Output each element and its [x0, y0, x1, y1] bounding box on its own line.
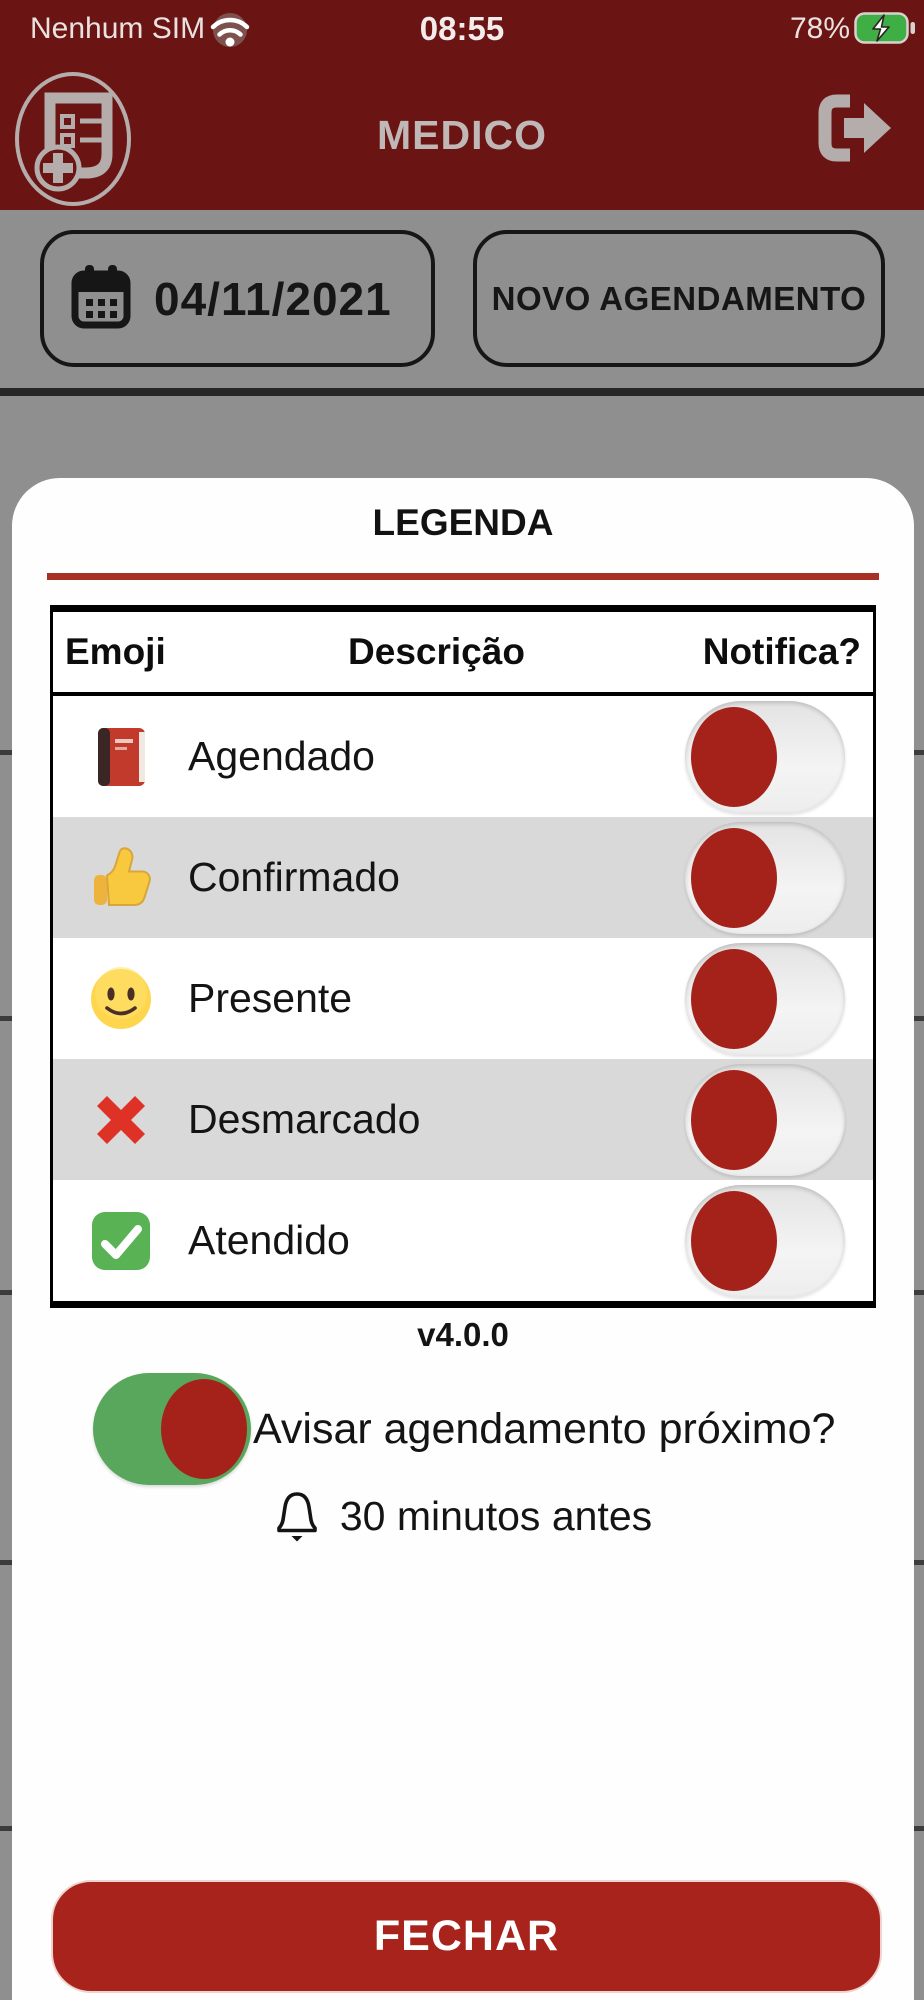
- notify-upcoming-toggle[interactable]: [93, 1373, 251, 1485]
- legend-table: Emoji Descrição Notifica? Agendado: [50, 605, 876, 1308]
- battery-charging-icon: [854, 12, 916, 49]
- row-label: Agendado: [188, 733, 375, 779]
- column-header-descricao: Descrição: [348, 631, 525, 672]
- toolbar-divider: [0, 388, 924, 396]
- row-label: Confirmado: [188, 854, 400, 900]
- notify-upcoming-row: Avisar agendamento próximo?: [93, 1373, 835, 1485]
- reminder-label: 30 minutos antes: [339, 1493, 653, 1539]
- toggle-knob: [691, 1069, 777, 1170]
- calendar-icon: [70, 264, 132, 333]
- time-label: 08:55: [419, 10, 505, 47]
- logout-icon: [810, 94, 894, 177]
- version-label: v4.0.0: [417, 1316, 509, 1353]
- new-appointment-button[interactable]: NOVO AGENDAMENTO: [473, 230, 885, 367]
- carrier-label: Nenhum SIM: [30, 12, 206, 45]
- table-row-confirmado: Confirmado: [53, 817, 873, 938]
- page-title: MEDICO: [377, 112, 547, 158]
- row-label: Atendido: [188, 1217, 350, 1263]
- toggle-knob: [691, 1190, 777, 1291]
- toggle-knob: [691, 948, 777, 1049]
- selected-date-label: 04/11/2021: [154, 272, 392, 325]
- column-header-emoji: Emoji: [65, 631, 166, 672]
- notify-upcoming-label: Avisar agendamento próximo?: [253, 1404, 836, 1453]
- notify-toggle-atendido[interactable]: [685, 1184, 845, 1297]
- check-emoji-icon: [53, 1205, 188, 1277]
- row-label: Presente: [188, 975, 353, 1021]
- title-divider: [47, 573, 879, 580]
- logout-button[interactable]: [806, 92, 898, 176]
- cross-emoji-icon: [53, 1082, 188, 1158]
- bell-icon: [274, 1486, 320, 1547]
- reminder-row: 30 minutos antes: [12, 1486, 914, 1547]
- red-book-emoji-icon: [53, 721, 188, 793]
- notify-toggle-desmarcado[interactable]: [685, 1063, 845, 1176]
- legend-table-header: Emoji Descrição Notifica?: [53, 612, 873, 696]
- close-button[interactable]: FECHAR: [51, 1880, 882, 1993]
- column-header-notifica: Notifica?: [702, 631, 861, 672]
- table-row-presente: Presente: [53, 938, 873, 1059]
- notify-toggle-confirmado[interactable]: [685, 821, 845, 934]
- wifi-icon: [206, 12, 254, 57]
- notify-toggle-agendado[interactable]: [685, 700, 845, 813]
- app-logo-icon: [10, 68, 138, 213]
- modal-title: LEGENDA: [372, 502, 554, 543]
- row-label: Desmarcado: [188, 1096, 421, 1142]
- toggle-knob: [161, 1379, 247, 1479]
- smiley-emoji-icon: [53, 963, 188, 1035]
- table-row-atendido: Atendido: [53, 1180, 873, 1301]
- table-row-desmarcado: Desmarcado: [53, 1059, 873, 1180]
- date-picker-button[interactable]: 04/11/2021: [40, 230, 435, 367]
- table-row-agendado: Agendado: [53, 696, 873, 817]
- thumbs-up-emoji-icon: [53, 841, 188, 915]
- notify-toggle-presente[interactable]: [685, 942, 845, 1055]
- toggle-knob: [691, 827, 777, 928]
- legend-modal: LEGENDA Emoji Descrição Notifica?: [12, 478, 914, 2000]
- battery-percent-label: 78%: [789, 12, 850, 45]
- app-header: Nenhum SIM 08:55 78%: [0, 0, 924, 210]
- toggle-knob: [691, 706, 777, 807]
